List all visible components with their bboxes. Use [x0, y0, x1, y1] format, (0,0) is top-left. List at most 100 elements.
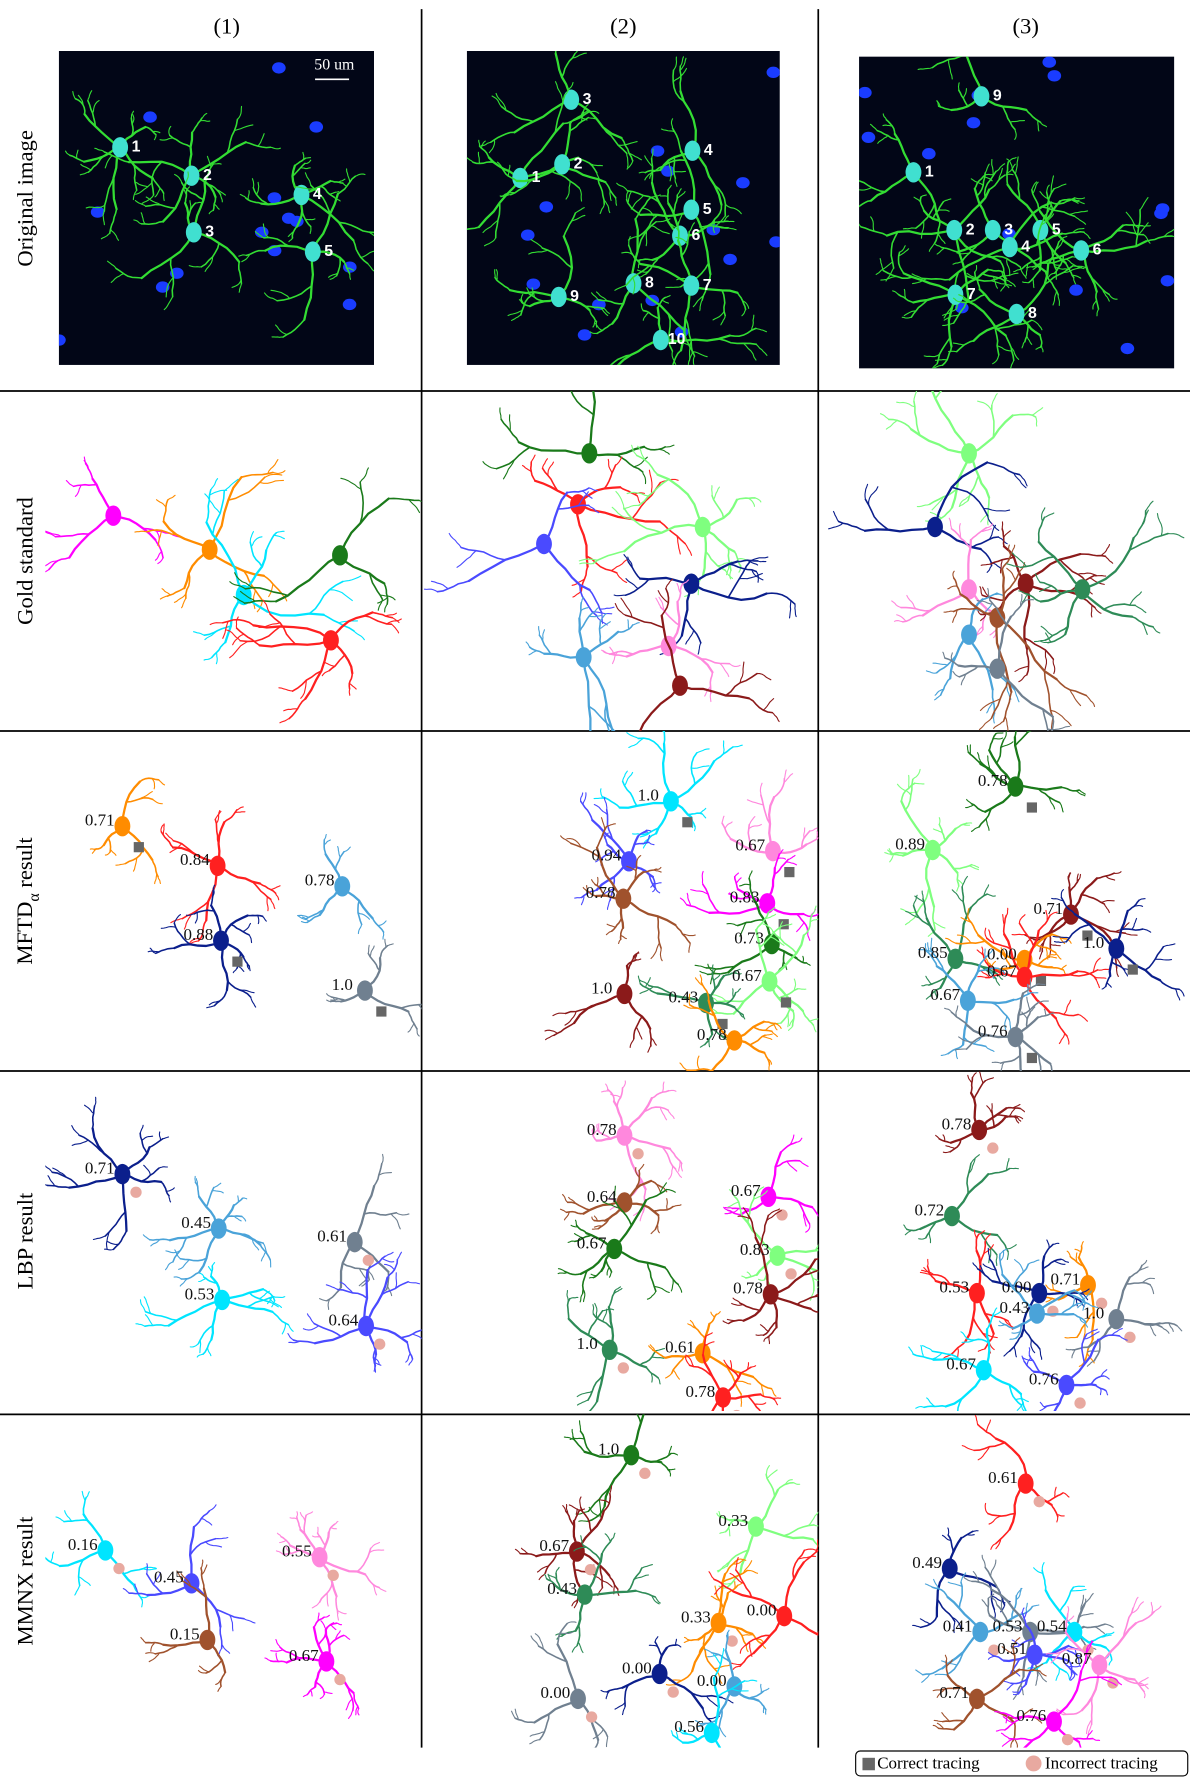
neurite: [155, 551, 161, 560]
neurite: [749, 825, 762, 829]
score: 0.00: [1002, 1278, 1032, 1297]
neurite: [1177, 1326, 1182, 1331]
soma: [946, 220, 962, 240]
neurite: [324, 840, 330, 845]
neurite: [45, 561, 57, 566]
neurite: [909, 1347, 913, 1354]
soma: [1008, 776, 1024, 796]
neurite: [558, 1269, 564, 1272]
neurite: [1086, 696, 1094, 707]
neurite: [606, 931, 611, 935]
neurite: [858, 1638, 866, 1642]
neurite: [324, 1692, 332, 1694]
nucleus: [1042, 56, 1056, 67]
neurite: [1105, 556, 1112, 563]
soma: [617, 1192, 633, 1212]
neurite: [135, 531, 147, 532]
neurite: [580, 1293, 583, 1302]
score: 0.54: [1037, 1616, 1067, 1635]
neurite: [1034, 640, 1045, 641]
neurite: [378, 921, 386, 925]
neurite: [679, 1161, 680, 1171]
neurite: [280, 719, 289, 723]
neurite: [1018, 1607, 1032, 1615]
soma: [759, 893, 775, 913]
neurite: [1053, 659, 1055, 673]
neurite: [639, 172, 645, 173]
neurite: [1032, 1605, 1039, 1607]
soma: [577, 1584, 593, 1604]
neurite: [201, 1519, 211, 1525]
neurite: [793, 1483, 800, 1485]
neurite: [982, 947, 983, 953]
neurite: [725, 993, 735, 1004]
neurite: [572, 1429, 573, 1437]
neurite: [783, 951, 784, 967]
neurite: [1065, 1337, 1077, 1338]
neurite: [391, 624, 398, 633]
soma: [186, 222, 202, 242]
neurite: [1011, 1741, 1013, 1748]
neurite: [654, 870, 661, 872]
neuron-label: 9: [993, 88, 1002, 105]
score: 0.53: [993, 1616, 1023, 1635]
neurite: [612, 749, 634, 772]
nucleus: [521, 229, 535, 240]
score: 0.76: [978, 1021, 1008, 1040]
neurite: [159, 1132, 160, 1140]
neurite: [1047, 1240, 1049, 1248]
score: 0.49: [912, 1553, 942, 1572]
neurite: [625, 772, 633, 785]
row-label: Gold standard: [12, 496, 37, 624]
nucleus: [1069, 284, 1083, 295]
soma: [1108, 938, 1124, 958]
tracing-marker: [376, 1006, 386, 1016]
neurite: [570, 366, 575, 389]
neurite: [69, 516, 113, 558]
column-header: (2): [610, 14, 636, 39]
neurite: [93, 1106, 95, 1128]
neurite: [397, 1252, 401, 1259]
neurite: [1117, 968, 1119, 977]
neurite: [230, 1615, 233, 1631]
neurite: [980, 587, 982, 596]
neurite: [886, 420, 897, 429]
neurite: [730, 1426, 739, 1434]
nucleus: [1121, 343, 1135, 354]
neurite: [648, 1046, 651, 1052]
score: 0.87: [1062, 1649, 1092, 1668]
neuron-label: 5: [324, 243, 333, 260]
neurite: [774, 779, 784, 798]
neurite: [616, 492, 624, 509]
neurite: [967, 746, 968, 753]
neurite: [449, 533, 461, 547]
neurite: [629, 738, 644, 747]
neurite: [629, 1398, 641, 1423]
neurite: [358, 924, 361, 933]
neurite: [794, 979, 795, 990]
neurite: [913, 769, 920, 779]
neurite: [842, 1614, 854, 1616]
row-label: MMNX result: [12, 1516, 37, 1646]
soma: [704, 1723, 720, 1743]
neurite: [704, 1755, 722, 1775]
neurite: [623, 771, 628, 781]
neurite: [764, 1053, 769, 1065]
neurite: [765, 1034, 772, 1035]
neurite: [972, 1073, 976, 1078]
neurite: [726, 1636, 728, 1651]
neurite: [929, 1232, 930, 1242]
neurite: [907, 595, 916, 608]
soma: [683, 199, 699, 219]
neurite: [689, 943, 690, 952]
neurite: [1042, 1563, 1044, 1571]
neurite: [698, 643, 701, 654]
neurite: [580, 1421, 581, 1431]
tracing-marker: [1027, 802, 1037, 812]
neurite: [743, 1561, 751, 1573]
soma: [748, 1516, 764, 1536]
neurite: [921, 1616, 937, 1627]
neuron-label: 1: [532, 169, 541, 186]
neurite: [1091, 605, 1092, 617]
neurite: [634, 686, 680, 749]
